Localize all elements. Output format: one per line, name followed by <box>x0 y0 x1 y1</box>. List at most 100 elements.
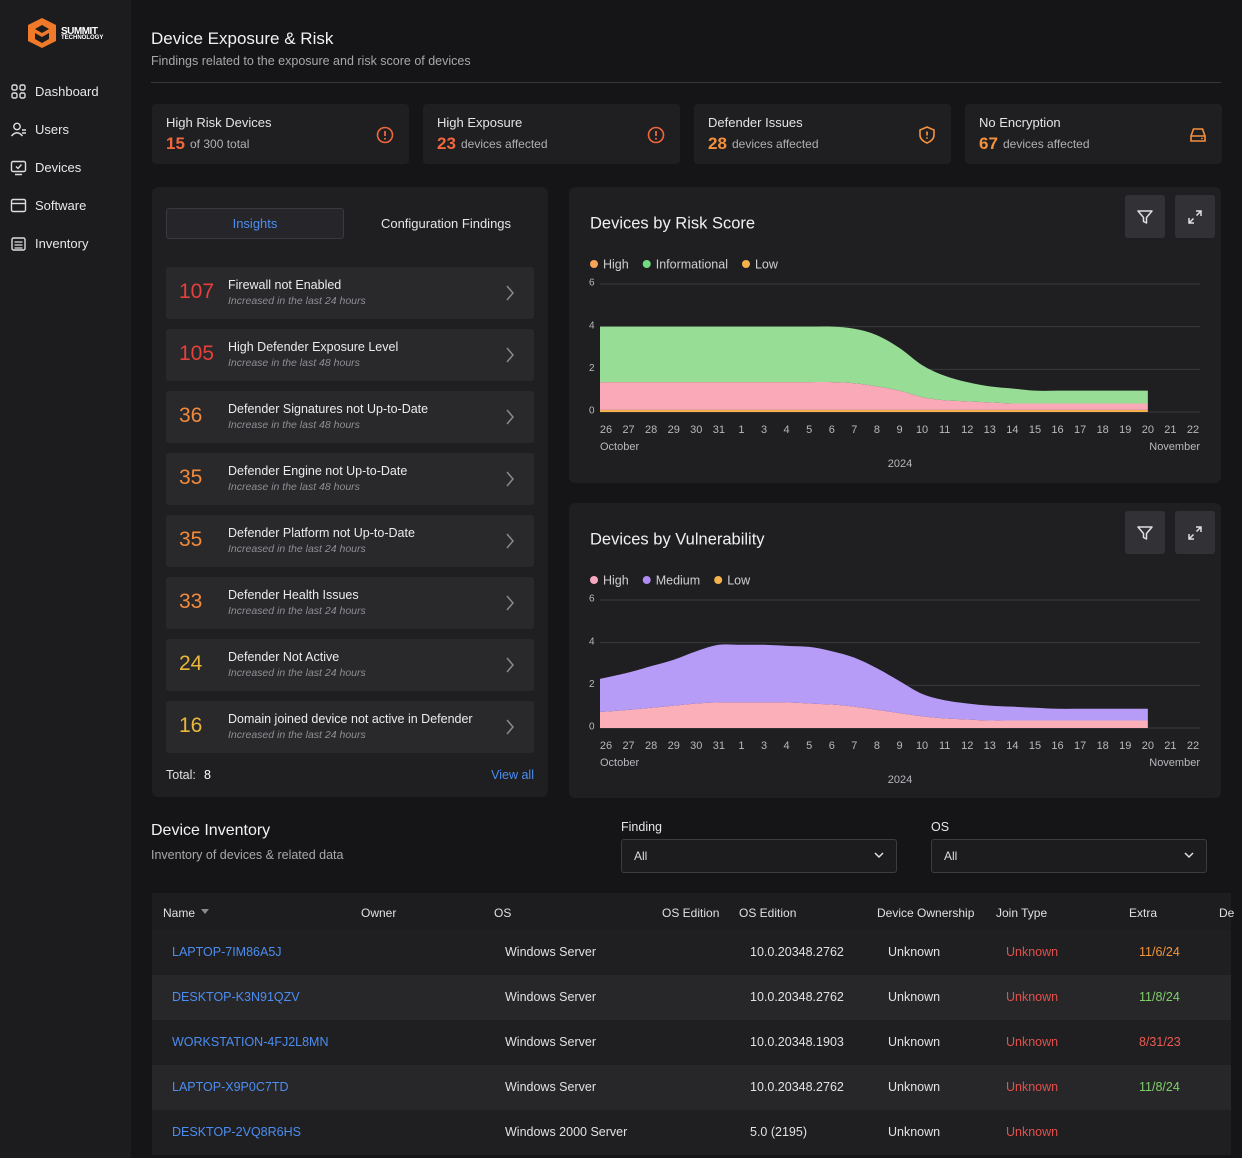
nav-item[interactable]: Dashboard <box>10 79 99 103</box>
insight-item[interactable]: 35 Defender Engine not Up-to-Date Increase… <box>166 453 534 505</box>
y-tick-label: 0 <box>589 722 595 733</box>
x-tick-label: 18 <box>1097 740 1109 752</box>
table-cell: Windows Server <box>505 1035 596 1049</box>
column-header: Join Type <box>996 906 1048 920</box>
insight-item[interactable]: 36 Defender Signatures not Up-to-Date Incr… <box>166 391 534 443</box>
x-tick-label: 5 <box>806 424 812 436</box>
card-value: 67 <box>979 134 998 153</box>
filter-button[interactable] <box>1125 195 1165 238</box>
nav-label: Inventory <box>35 235 89 251</box>
card-value: 23 <box>437 134 456 153</box>
card-label: No Encryption <box>979 115 1061 130</box>
insight-title: Defender Engine not Up-to-Date <box>228 464 408 478</box>
select[interactable]: All <box>931 839 1207 873</box>
legend-label: High <box>603 573 629 587</box>
expand-button[interactable] <box>1175 511 1215 554</box>
x-tick-label: 4 <box>784 740 790 752</box>
tab-active[interactable]: Insights <box>166 208 344 239</box>
x-tick-label: 16 <box>1051 424 1063 436</box>
x-tick-label: 11 <box>939 740 950 752</box>
device-link[interactable]: LAPTOP-X9P0C7TD <box>172 1080 289 1094</box>
x-tick-label: 14 <box>1006 424 1018 436</box>
icon <box>506 347 514 363</box>
insight-title: Domain joined device not active in Defen… <box>228 712 473 726</box>
chart: Devices by Vulnerability High Medium Low 0 2 4… <box>589 530 1200 786</box>
x-tick-label: 20 <box>1142 740 1154 752</box>
insight-count: 24 <box>179 652 203 675</box>
y-tick-label: 4 <box>589 320 595 331</box>
device-link[interactable]: DESKTOP-K3N91QZV <box>172 990 300 1004</box>
icon <box>1137 209 1153 224</box>
tab[interactable]: Configuration Findings <box>380 216 512 231</box>
select[interactable]: All <box>621 839 897 873</box>
nav-item[interactable]: Devices <box>10 155 81 179</box>
filter-label: Finding <box>621 820 662 834</box>
table-row: LAPTOP-7IM86A5J Windows Server 10.0.20348.… <box>152 930 1231 975</box>
insight-note: Increased in the last 24 hours <box>228 605 366 617</box>
column-header: De <box>1219 906 1235 920</box>
stat-card: High Risk Devices 15 of 300 total <box>152 104 409 164</box>
x-tick-label: 21 <box>1164 424 1176 436</box>
column-header: Extra <box>1129 906 1158 920</box>
table-cell: Windows 2000 Server <box>505 1125 628 1139</box>
nav-label: Devices <box>35 159 82 175</box>
column-header: OS <box>494 906 512 920</box>
card-text: devices affected <box>461 137 548 151</box>
insight-note: Increased in the last 24 hours <box>228 729 366 741</box>
chart-panel: Devices by Risk Score High Informational Lo… <box>569 187 1221 483</box>
x-tick-label: 12 <box>961 740 973 752</box>
legend-swatch <box>642 260 651 268</box>
card-text: devices affected <box>1003 137 1090 151</box>
table-cell: Unknown <box>888 990 941 1004</box>
view-all[interactable]: View all <box>491 768 534 782</box>
device-link[interactable]: LAPTOP-7IM86A5J <box>172 945 282 959</box>
x-tick-label: 19 <box>1119 424 1131 436</box>
chart-title: Devices by Risk Score <box>590 214 755 232</box>
icon <box>874 852 884 859</box>
column-header[interactable]: Name <box>163 906 196 920</box>
x-tick-label: 9 <box>896 740 902 752</box>
device-link[interactable]: WORKSTATION-4FJ2L8MN <box>172 1035 329 1049</box>
filter-button[interactable] <box>1125 511 1165 554</box>
insight-item[interactable]: 16 Domain joined device not active in Def… <box>166 701 534 753</box>
x-tick-label: 17 <box>1074 740 1086 752</box>
x-tick-label: 27 <box>622 740 634 752</box>
table-cell: Windows Server <box>505 1080 596 1094</box>
nav-item[interactable]: Users <box>10 117 69 141</box>
icon <box>1188 525 1202 540</box>
table-cell: 5.0 (2195) <box>750 1125 807 1139</box>
total-label: Total: <box>166 768 196 782</box>
insight-count: 33 <box>179 590 203 613</box>
divider <box>151 82 1221 83</box>
filter-label: OS <box>931 820 950 834</box>
area <box>600 644 1148 721</box>
x-tick-label: 19 <box>1119 740 1131 752</box>
insight-item[interactable]: 33 Defender Health Issues Increased in the… <box>166 577 534 629</box>
insight-item[interactable]: 107 Firewall not Enabled Increased in the … <box>166 267 534 319</box>
table-header <box>152 893 1231 930</box>
x-tick-label: 16 <box>1051 740 1063 752</box>
insight-item[interactable]: 24 Defender Not Active Increased in the la… <box>166 639 534 691</box>
stat-card: High Exposure 23 devices affected <box>423 104 680 164</box>
nav-label: Software <box>35 197 87 213</box>
page-subtitle: Findings related to the exposure and ris… <box>151 54 471 68</box>
expand-button[interactable] <box>1175 195 1215 238</box>
insight-item[interactable]: 35 Defender Platform not Up-to-Date Increa… <box>166 515 534 567</box>
table-row: DESKTOP-2VQ8R6HS Windows 2000 Server 5.0 (… <box>152 1110 1231 1155</box>
insight-title: Defender Signatures not Up-to-Date <box>228 402 429 416</box>
card-value: 28 <box>708 134 727 153</box>
legend-swatch <box>590 576 598 584</box>
table-cell: 11/8/24 <box>1139 1080 1180 1094</box>
x-tick-label: 29 <box>668 740 680 752</box>
insight-count: 36 <box>179 404 203 427</box>
logo-name: SUMMIT <box>61 26 98 37</box>
y-tick-label: 0 <box>589 406 595 417</box>
icon <box>1188 209 1202 224</box>
x-tick-label: 30 <box>690 424 702 436</box>
insight-item[interactable]: 105 High Defender Exposure Level Increase … <box>166 329 534 381</box>
nav-item[interactable]: Software <box>10 193 86 217</box>
inventory-subtitle: Inventory of devices & related data <box>151 848 344 862</box>
nav-item[interactable]: Inventory <box>10 231 88 255</box>
device-link[interactable]: DESKTOP-2VQ8R6HS <box>172 1125 301 1139</box>
